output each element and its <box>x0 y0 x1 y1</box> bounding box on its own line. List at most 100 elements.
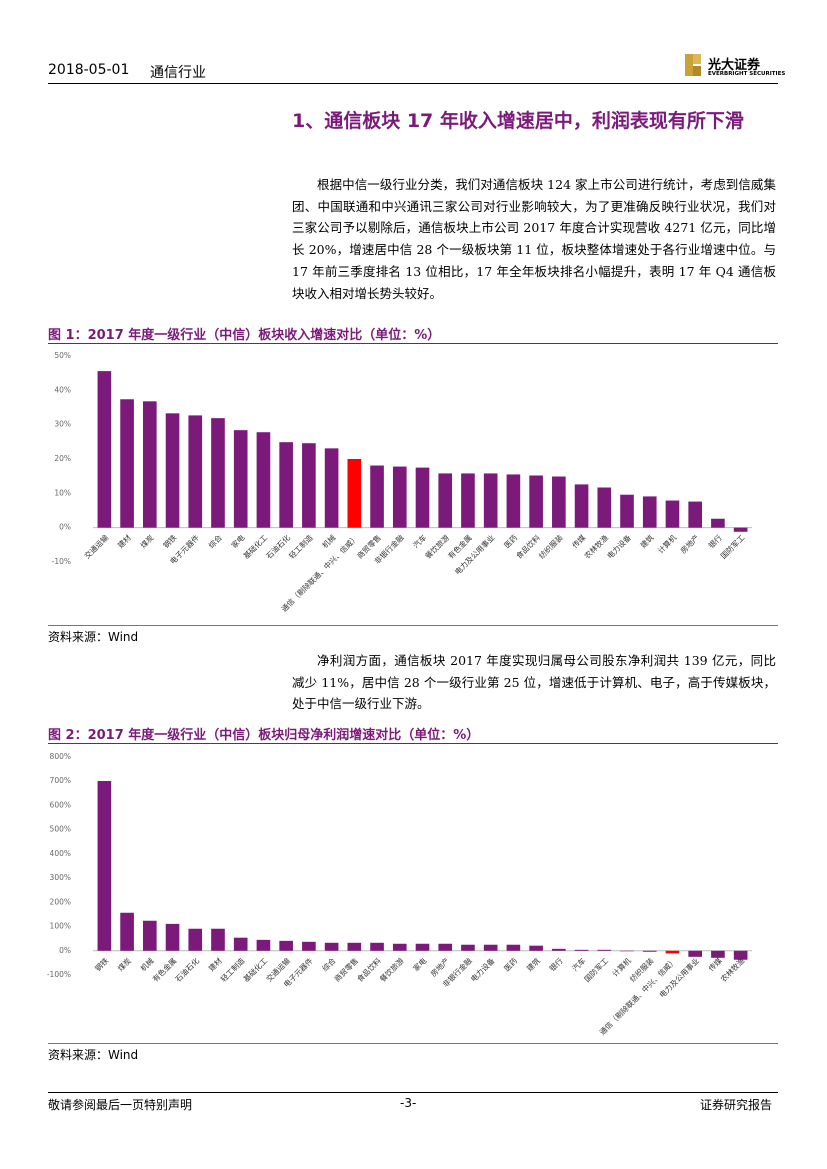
bar <box>392 943 407 951</box>
header-rule <box>48 83 778 84</box>
x-tick-label: 电力设备 <box>468 955 497 984</box>
y-tick-label: 0% <box>59 946 71 955</box>
bar <box>642 496 657 528</box>
bar <box>279 442 293 528</box>
bar <box>97 780 112 951</box>
bar <box>233 430 248 528</box>
x-tick-label: 国防军工 <box>718 532 747 561</box>
x-tick-label: 综合 <box>206 532 224 550</box>
logo-english: EVERBRIGHT SECURITIES <box>708 71 786 77</box>
x-tick-label: 有色金属 <box>150 956 178 984</box>
bar <box>733 950 748 960</box>
x-tick-label: 银行 <box>706 532 724 550</box>
bar <box>211 928 225 951</box>
x-tick-label: 建材 <box>115 532 133 550</box>
bar <box>688 950 703 957</box>
bar <box>347 942 362 951</box>
paragraph: 净利润方面，通信板块 2017 年度实现归属母公司股东净利润共 139 亿元，同… <box>292 653 776 712</box>
x-tick-label: 银行 <box>547 955 565 973</box>
x-tick-label: 综合 <box>320 955 338 973</box>
bar <box>370 942 384 951</box>
bar <box>552 948 566 951</box>
bar <box>438 473 453 528</box>
y-tick-label: 10% <box>54 488 71 497</box>
bar <box>506 944 521 951</box>
paragraph: 根据中信一级行业分类，我们对通信板块 124 家上市公司进行统计，考虑到信威集团… <box>292 177 776 301</box>
bar <box>279 940 293 951</box>
y-tick-label: 400% <box>50 849 71 858</box>
figure-title: 图 2：2017 年度一级行业（中信）板块归母净利润增速对比（单位：%） <box>48 728 480 743</box>
bar <box>438 943 453 951</box>
x-tick-label: 传媒 <box>706 955 724 973</box>
bar <box>211 418 225 528</box>
figure-title: 图 1：2017 年度一级行业（中信）板块收入增速对比（单位：%） <box>48 328 441 343</box>
header-date: 2018-05-01 <box>48 62 130 78</box>
source-rule <box>48 1043 778 1044</box>
x-tick-label: 电力及公用事业 <box>452 532 497 577</box>
bar <box>302 443 316 528</box>
bar <box>324 448 339 528</box>
x-tick-label: 电力及公用事业 <box>657 955 702 1000</box>
x-tick-label: 医药 <box>502 532 520 550</box>
bar <box>347 459 362 528</box>
x-tick-label: 家电 <box>411 955 429 973</box>
bar <box>461 944 475 951</box>
header-industry: 通信行业 <box>150 65 206 81</box>
x-tick-label: 农林牧渔 <box>718 955 747 984</box>
x-tick-label: 医药 <box>502 955 520 973</box>
x-tick-label: 交通运输 <box>82 532 111 561</box>
y-tick-label: 20% <box>54 454 71 463</box>
bar <box>415 467 430 528</box>
logo-icon <box>685 54 701 76</box>
x-tick-label: 通信（剔除联通、中兴、信威） <box>279 532 360 613</box>
bar <box>188 928 203 951</box>
bar <box>597 487 612 528</box>
x-tick-label: 建筑 <box>524 955 542 973</box>
y-tick-label: -10% <box>52 557 71 566</box>
figure-rule <box>48 343 778 344</box>
x-tick-label: 餐饮旅游 <box>377 955 406 984</box>
figure-rule <box>48 743 778 744</box>
y-tick-label: 30% <box>54 420 71 429</box>
footer-rule <box>48 1092 778 1093</box>
y-tick-label: 800% <box>50 752 71 761</box>
x-tick-label: 计算机 <box>655 532 678 555</box>
bar <box>597 949 612 951</box>
y-tick-label: 600% <box>50 800 71 809</box>
x-tick-label: 商贸零售 <box>332 956 360 984</box>
x-tick-label: 轻工制造 <box>286 532 315 561</box>
bar <box>642 950 657 952</box>
bar <box>620 494 634 528</box>
y-tick-label: 0% <box>59 523 71 532</box>
bar <box>188 415 203 528</box>
x-tick-label: 建筑 <box>638 532 656 550</box>
bar <box>120 912 134 951</box>
x-tick-label: 汽车 <box>411 532 429 550</box>
bar <box>529 945 543 951</box>
y-tick-label: 100% <box>50 922 71 931</box>
x-tick-label: 石油石化 <box>173 955 202 984</box>
bar <box>370 465 384 528</box>
source-rule <box>48 625 778 626</box>
bar <box>142 920 157 951</box>
bar <box>256 939 271 951</box>
x-tick-label: 煤炭 <box>138 532 156 550</box>
bar <box>711 950 725 958</box>
bar <box>483 473 498 528</box>
x-tick-label: 国防军工 <box>582 955 611 984</box>
y-tick-label: 500% <box>50 825 71 834</box>
page-number: -3- <box>400 1096 417 1110</box>
x-tick-label: 传媒 <box>570 532 588 550</box>
x-tick-label: 钢铁 <box>93 955 111 973</box>
bar <box>142 401 157 528</box>
x-tick-label: 纺织服装 <box>536 532 565 561</box>
bar <box>415 943 430 951</box>
x-tick-label: 钢铁 <box>161 532 179 550</box>
y-tick-label: 300% <box>50 873 71 882</box>
bar <box>392 466 407 528</box>
logo-name: 光大证券 <box>708 58 761 73</box>
footer-disclaimer: 敬请参阅最后一页特别声明 <box>48 1098 193 1112</box>
x-tick-label: 建材 <box>206 955 224 973</box>
y-tick-label: 700% <box>50 776 71 785</box>
